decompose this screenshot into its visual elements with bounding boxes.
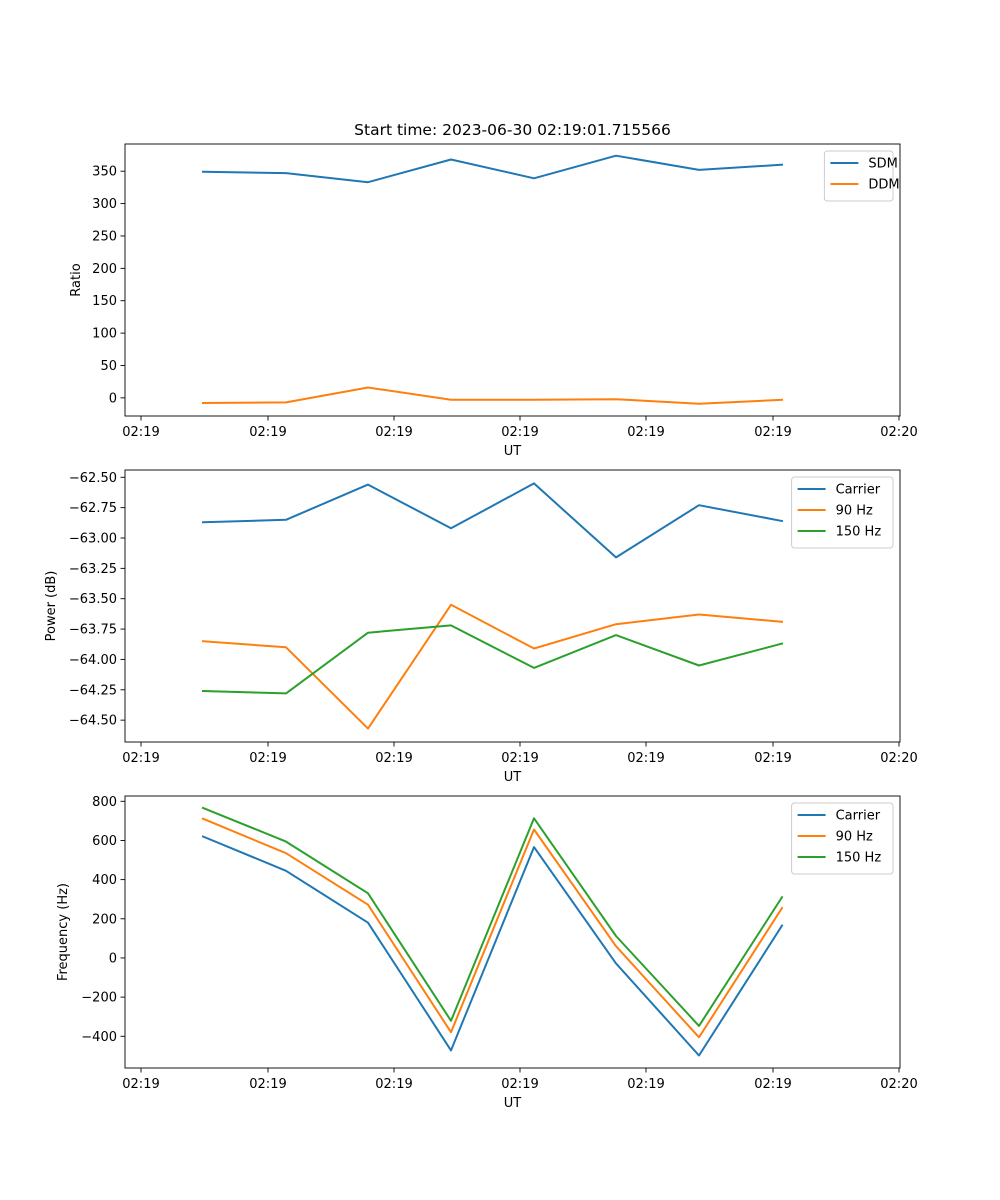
series-line-ddm [201,386,784,405]
y-axis-label: Frequency (Hz) [56,883,71,981]
x-tick-label: 02:19 [122,1077,159,1092]
x-tick-label: 02:20 [880,1077,917,1092]
y-tick-label: 200 [92,912,117,927]
y-tick-label: 200 [92,262,117,277]
legend-entry: DDM [868,178,899,193]
x-tick-label: 02:19 [501,751,538,766]
legend: SDM DDM [823,150,900,202]
x-tick-label: 02:19 [754,1077,791,1092]
y-tick-label: −64.00 [69,653,117,668]
y-tick-label: −64.50 [69,714,117,729]
y-tick-label: −200 [81,991,117,1006]
y-tick-label: 0 [109,951,117,966]
y-tick-label: 300 [92,197,117,212]
series-line-150-hz [201,624,784,695]
y-axis-label: Power (dB) [44,571,59,642]
y-tick-label: −400 [81,1030,117,1045]
x-tick-label: 02:19 [375,425,412,440]
y-tick-label: 400 [92,873,117,888]
chart-title: Start time: 2023-06-30 02:19:01.715566 [354,121,671,139]
y-tick-label: −63.00 [69,532,117,547]
x-tick-label: 02:19 [627,1077,664,1092]
series-line-sdm [201,154,784,184]
y-tick-label: 50 [100,359,117,374]
x-tick-label: 02:20 [880,751,917,766]
y-axis-label: Ratio [69,263,84,296]
y-tick-label: 100 [92,327,117,342]
y-tick-label: 600 [92,834,117,849]
legend-entry: 150 Hz [836,851,882,866]
y-tick-label: −62.75 [69,501,117,516]
x-tick-label: 02:19 [501,1077,538,1092]
x-axis-label: UT [504,1096,522,1111]
x-tick-label: 02:19 [122,751,159,766]
y-tick-label: −63.25 [69,562,117,577]
legend-entry: 90 Hz [836,504,873,519]
legend-entry: 90 Hz [836,830,873,845]
legend: Carrier 90 Hz 150 Hz [791,476,894,549]
subplots: 02:19 02:19 02:19 02:19 02:19 02:19 02:20 0 50 10… [44,121,918,1111]
x-tick-label: 02:19 [627,751,664,766]
y-tick-label: −63.50 [69,592,117,607]
axes-frame [124,143,901,417]
subplot-3: 02:19 02:19 02:19 02:19 02:19 02:19 02:20 −400 −… [56,795,918,1111]
x-axis-label: UT [504,770,522,785]
x-tick-label: 02:20 [880,425,917,440]
y-tick-label: −62.50 [69,471,117,486]
legend-entry: Carrier [836,483,881,498]
y-tick-label: −64.25 [69,683,117,698]
legend: Carrier 90 Hz 150 Hz [791,802,894,875]
x-tick-label: 02:19 [249,751,286,766]
x-tick-label: 02:19 [122,425,159,440]
axes-frame [124,795,901,1069]
axes-frame [124,469,901,743]
y-tick-label: −63.75 [69,623,117,638]
y-tick-label: 350 [92,165,117,180]
series-line-150-hz [201,806,784,1027]
x-tick-label: 02:19 [249,425,286,440]
x-tick-label: 02:19 [375,751,412,766]
y-tick-label: 800 [92,795,117,810]
series-line-90-hz [201,603,784,730]
subplot-1: 02:19 02:19 02:19 02:19 02:19 02:19 02:20 0 50 10… [69,121,918,459]
series-line-carrier [201,482,784,559]
x-tick-label: 02:19 [501,425,538,440]
x-tick-label: 02:19 [375,1077,412,1092]
x-tick-label: 02:19 [627,425,664,440]
legend-entry: Carrier [836,809,881,824]
y-tick-label: 0 [109,391,117,406]
series-line-carrier [201,835,784,1057]
x-axis-label: UT [504,444,522,459]
y-tick-label: 150 [92,294,117,309]
subplot-2: 02:19 02:19 02:19 02:19 02:19 02:19 02:20 −62.5… [44,469,918,785]
x-tick-label: 02:19 [754,425,791,440]
series-line-90-hz [201,817,784,1039]
legend-entry: SDM [868,157,897,172]
legend-entry: 150 Hz [836,525,882,540]
x-tick-label: 02:19 [754,751,791,766]
x-tick-label: 02:19 [249,1077,286,1092]
y-tick-label: 250 [92,229,117,244]
